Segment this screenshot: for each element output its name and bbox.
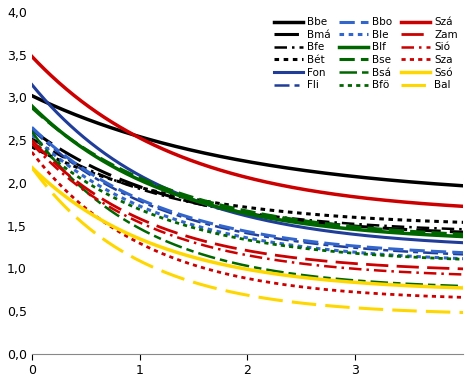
Legend: Bbe, Bmá, Bfe, Bét, Fon, Fli, Bbo, Ble, Blf, Bse, Bsá, Bfö, Szá, Zam, Sió, Sza, : Bbe, Bmá, Bfe, Bét, Fon, Fli, Bbo, Ble, … — [272, 15, 460, 92]
